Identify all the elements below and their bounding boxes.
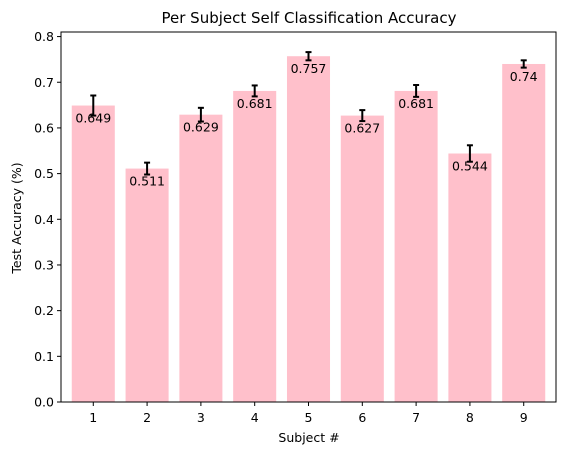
data-label-5: 0.757 — [291, 61, 327, 76]
data-label-3: 0.629 — [183, 120, 219, 135]
x-tick-label-8: 8 — [466, 410, 474, 425]
bar-9 — [502, 63, 546, 402]
y-tick-label: 0.3 — [34, 257, 54, 272]
data-label-1: 0.649 — [75, 111, 111, 126]
error-bar-1 — [90, 94, 97, 117]
x-tick-label-4: 4 — [251, 410, 259, 425]
x-tick-label-5: 5 — [305, 410, 313, 425]
y-tick-label: 0.7 — [34, 75, 54, 90]
y-tick-label: 0.1 — [34, 349, 54, 364]
x-tick-label-9: 9 — [520, 410, 528, 425]
data-label-8: 0.544 — [452, 159, 488, 174]
y-tick-label: 0.8 — [34, 29, 54, 44]
bar-3 — [179, 114, 223, 403]
y-axis-label: Test Accuracy (%) — [9, 162, 24, 274]
bar-6 — [340, 115, 384, 402]
plot-frame — [60, 31, 557, 403]
error-bar-2 — [144, 161, 151, 176]
bars-group — [71, 56, 546, 403]
chart-title: Per Subject Self Classification Accuracy — [162, 9, 457, 27]
x-axis: 1 2 3 4 5 6 7 8 9 — [89, 402, 528, 425]
data-label-2: 0.511 — [129, 174, 165, 189]
data-label-6: 0.627 — [344, 121, 380, 136]
x-tick-label-1: 1 — [89, 410, 97, 425]
error-bar-5 — [305, 51, 312, 62]
error-bar-3 — [197, 106, 204, 123]
y-tick-label: 0.0 — [34, 395, 54, 410]
error-bar-6 — [359, 109, 366, 123]
bar-5 — [286, 56, 331, 403]
y-tick-label: 0.6 — [34, 120, 54, 135]
bar-4 — [233, 90, 277, 403]
y-tick-label: 0.2 — [34, 303, 54, 318]
y-tick-label: 0.5 — [34, 166, 54, 181]
data-label-9: 0.74 — [510, 69, 538, 84]
error-bar-7 — [413, 83, 420, 98]
bar-7 — [394, 90, 438, 403]
y-axis: 0.0 0.1 0.2 0.3 0.4 0.5 0.6 0.7 0.8 — [34, 29, 61, 410]
data-labels-group: 0.649 0.511 0.629 0.681 0.757 0.627 0.681 0.544… — [75, 61, 537, 188]
bar-8 — [448, 153, 492, 402]
error-bars-group — [90, 51, 527, 176]
data-label-4: 0.681 — [237, 96, 273, 111]
bar-1 — [71, 105, 115, 402]
x-tick-label-6: 6 — [358, 410, 366, 425]
y-tick-label: 0.4 — [34, 212, 54, 227]
data-label-7: 0.681 — [398, 96, 434, 111]
x-tick-label-7: 7 — [412, 410, 420, 425]
x-tick-label-3: 3 — [197, 410, 205, 425]
error-bar-4 — [251, 84, 258, 98]
x-tick-label-2: 2 — [143, 410, 151, 425]
x-axis-label: Subject # — [278, 430, 339, 445]
error-bar-8 — [466, 144, 473, 163]
bar-2 — [125, 168, 169, 402]
error-bar-9 — [520, 59, 527, 69]
